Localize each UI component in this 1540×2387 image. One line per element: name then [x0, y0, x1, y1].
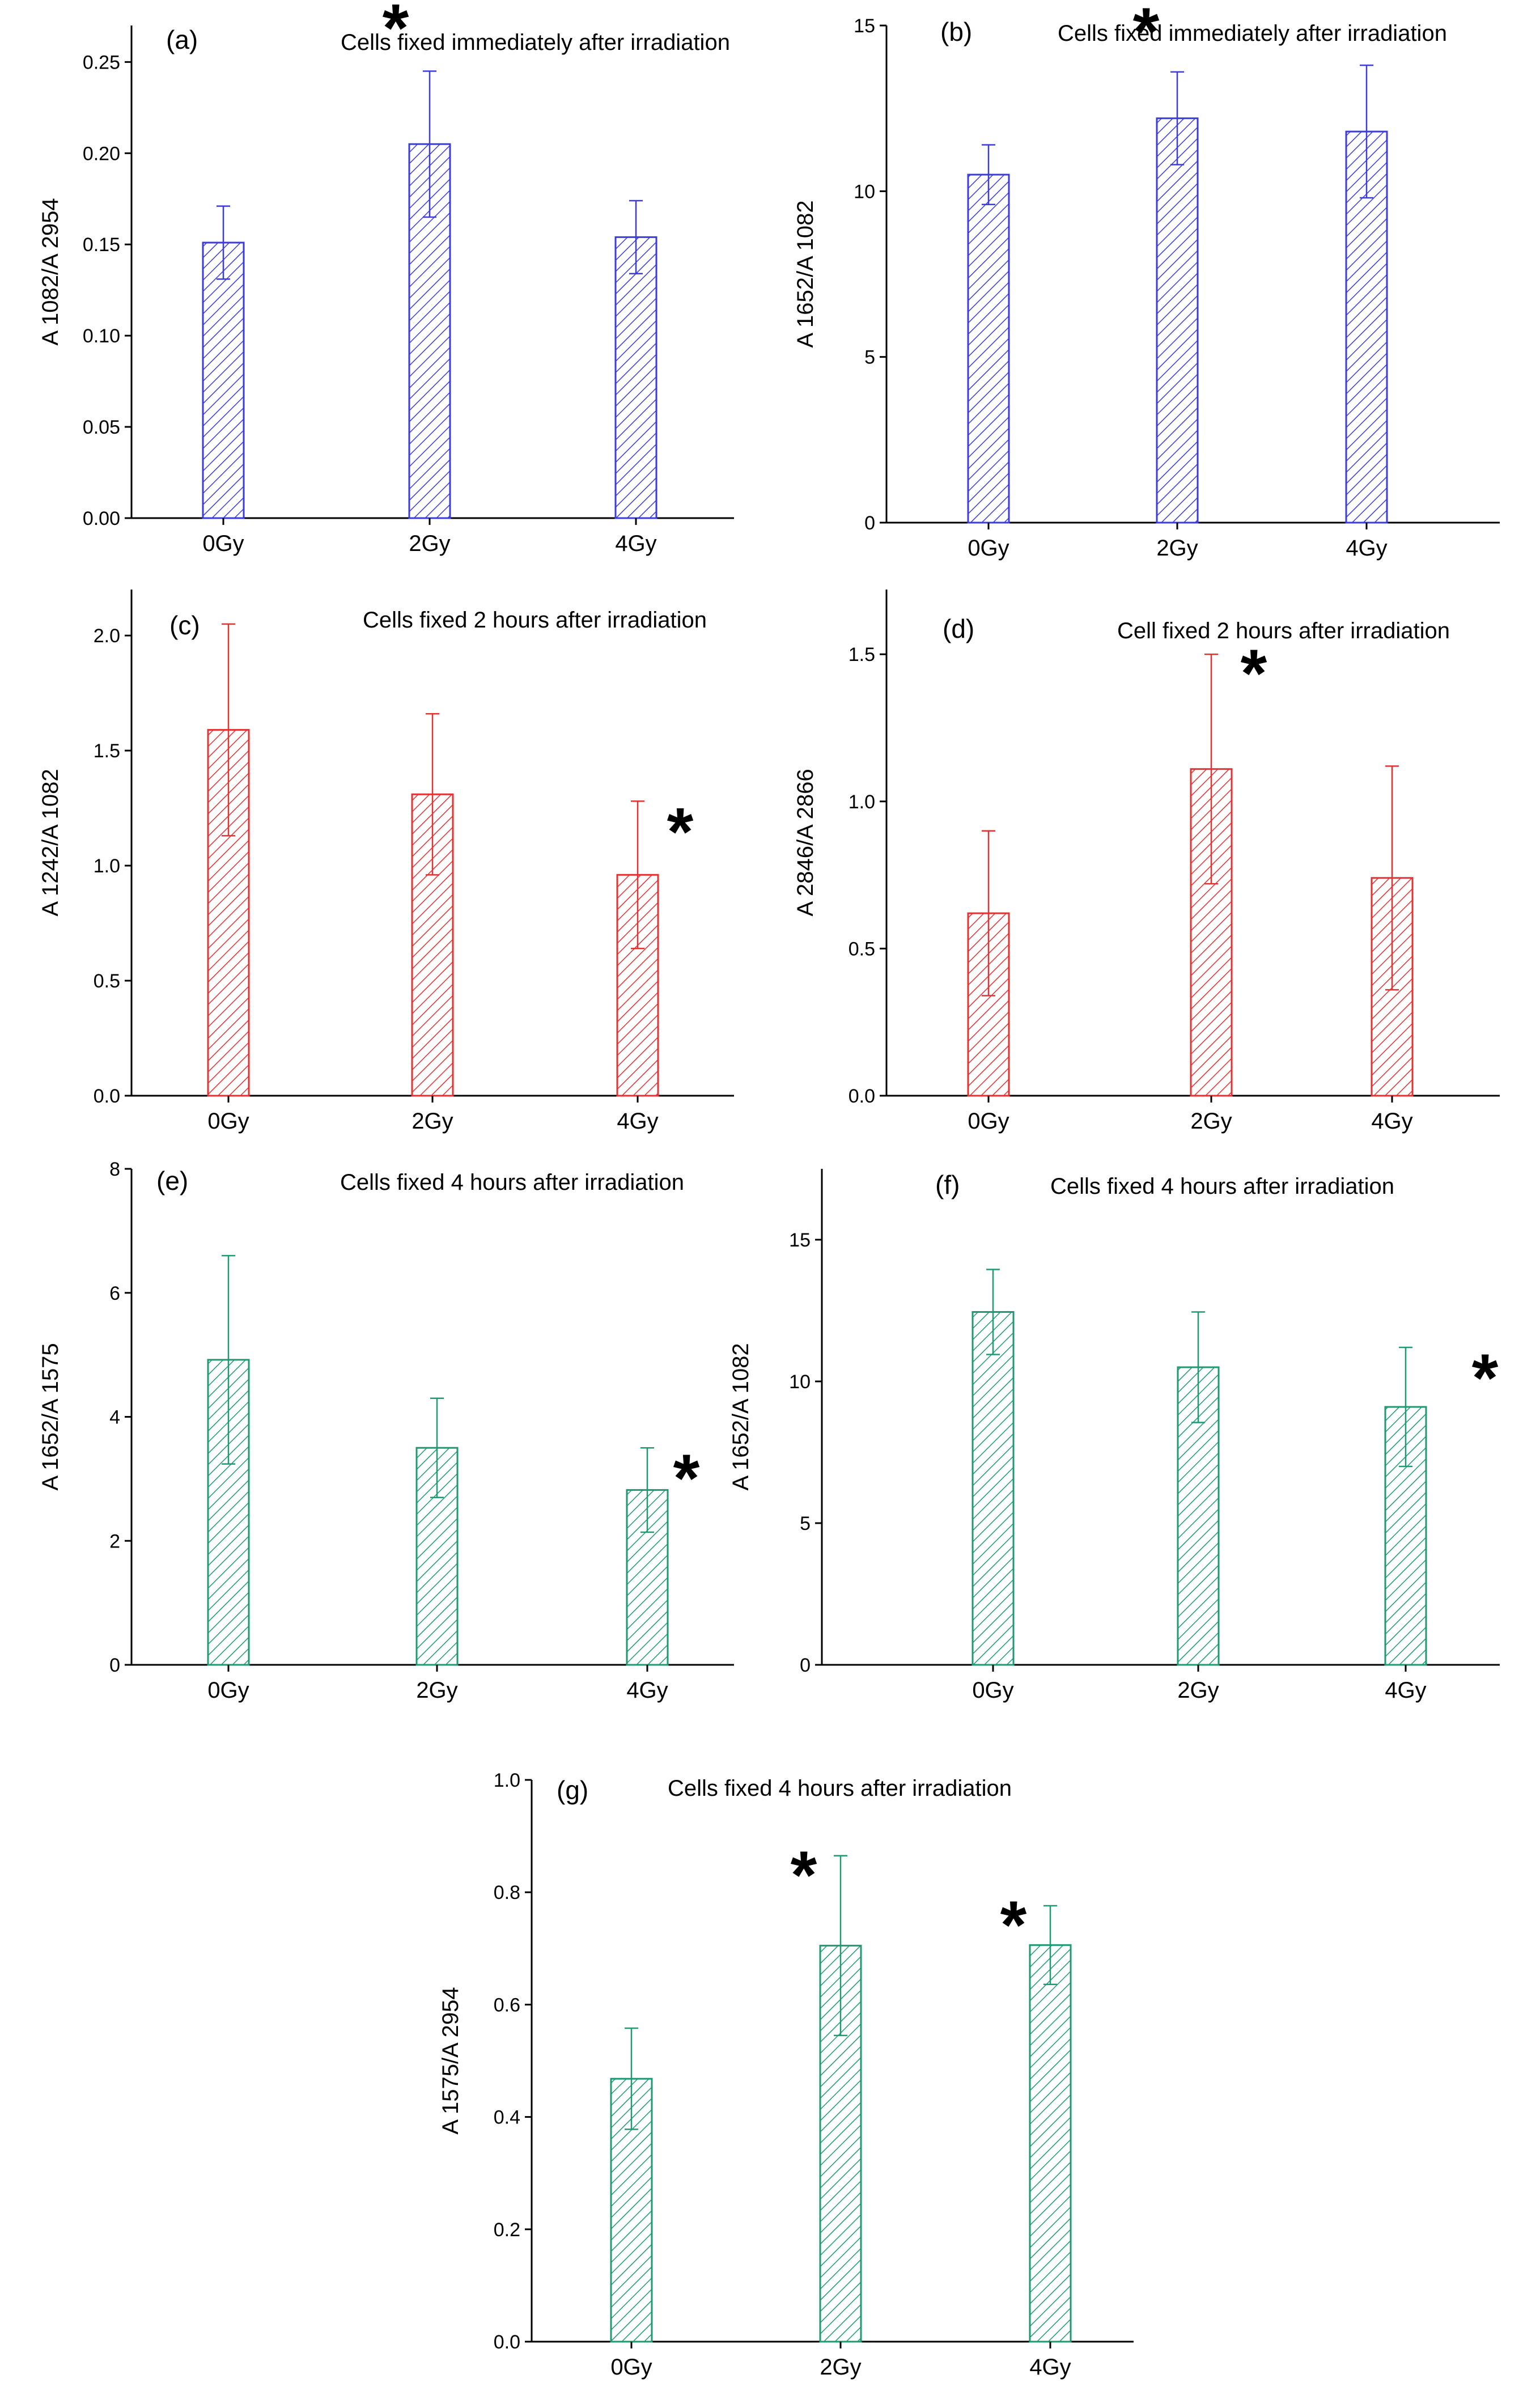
y-tick-label: 0.05	[83, 417, 120, 438]
chart-panel: 0 5 10 15 0Gy 2Gy 4Gy * (f) Cells fixed 4 hours a…	[728, 1169, 1500, 1703]
y-tick-label: 0.20	[83, 143, 120, 164]
y-tick-label: 15	[789, 1229, 811, 1251]
chart-title: Cells fixed 4 hours after irradiation	[1050, 1174, 1394, 1199]
y-tick-label: 0.5	[94, 970, 120, 992]
chart-panel: 0 2 4 6 8 0Gy 2Gy 4Gy * (e) Cells fixed 4 hours af…	[38, 1159, 734, 1703]
x-category-label: 4Gy	[617, 1109, 658, 1134]
y-axis-label: A 1242/A 1082	[38, 769, 63, 916]
y-tick-label: 8	[109, 1159, 120, 1180]
y-tick-label: 0.2	[494, 2219, 520, 2241]
chart-title: Cells fixed immediately after irradiatio…	[1058, 21, 1447, 46]
x-category-label: 2Gy	[1156, 536, 1198, 561]
x-category-label: 2Gy	[416, 1678, 457, 1703]
y-tick-label: 1.0	[849, 791, 875, 813]
y-tick-label: 0.6	[494, 1994, 520, 2016]
chart-panel: 0.0 0.2 0.4 0.6 0.8 1.0 0Gy 2Gy * 4Gy * (g) Cells fi…	[438, 1770, 1134, 2380]
bar	[1029, 1944, 1072, 2343]
x-category-label: 2Gy	[411, 1109, 453, 1134]
panel-letter: (a)	[166, 25, 198, 54]
significance-star: *	[673, 1440, 700, 1516]
y-tick-label: 0	[109, 1655, 120, 1676]
x-category-label: 0Gy	[207, 1678, 249, 1703]
significance-star: *	[1472, 1340, 1499, 1416]
y-tick-label: 0	[800, 1655, 811, 1676]
y-tick-label: 0.00	[83, 508, 120, 529]
y-tick-label: 2.0	[94, 625, 120, 647]
x-category-label: 2Gy	[409, 531, 450, 556]
x-category-label: 0Gy	[968, 1109, 1009, 1134]
y-tick-label: 5	[800, 1513, 811, 1534]
chart-panel: 0.0 0.5 1.0 1.5 0Gy 2Gy * 4Gy (d) Cell fixed 2 ho…	[793, 590, 1500, 1134]
chart-panel: 0.0 0.5 1.0 1.5 2.0 0Gy 2Gy 4Gy * (c) Cells fixed …	[38, 590, 734, 1134]
y-tick-label: 0.0	[494, 2331, 520, 2353]
panel-letter: (c)	[169, 610, 200, 640]
y-axis-label: A 1575/A 2954	[438, 1987, 463, 2134]
bar	[967, 173, 1010, 524]
panel-letter: (b)	[940, 17, 972, 46]
y-tick-label: 0.10	[83, 325, 120, 347]
y-tick-label: 0.0	[94, 1086, 120, 1107]
y-tick-label: 1.5	[849, 644, 875, 665]
significance-star: *	[383, 0, 409, 66]
x-category-label: 4Gy	[1346, 536, 1387, 561]
y-tick-label: 15	[854, 15, 875, 37]
y-axis-label: A 1652/A 1082	[793, 200, 818, 347]
chart-title: Cells fixed 4 hours after irradiation	[668, 1776, 1012, 1801]
panel-letter: (e)	[156, 1166, 188, 1195]
y-tick-label: 0.8	[494, 1882, 520, 1903]
x-category-label: 4Gy	[1371, 1109, 1412, 1134]
panel-letter: (f)	[935, 1170, 960, 1199]
significance-star: *	[1000, 1887, 1027, 1963]
panel-letter: (d)	[943, 614, 974, 643]
significance-star: *	[1241, 635, 1267, 711]
y-tick-label: 0.4	[494, 2107, 520, 2129]
y-axis-label: A 1652/A 1575	[38, 1343, 63, 1490]
bar	[202, 241, 245, 519]
panel-letter: (g)	[557, 1775, 588, 1805]
y-tick-label: 10	[854, 181, 875, 202]
y-tick-label: 0.0	[849, 1086, 875, 1107]
x-category-label: 4Gy	[626, 1678, 668, 1703]
y-tick-label: 0	[864, 512, 875, 534]
bar	[1156, 117, 1199, 524]
significance-star: *	[1133, 0, 1160, 70]
x-category-label: 0Gy	[207, 1109, 249, 1134]
y-tick-label: 1.0	[94, 855, 120, 877]
x-category-label: 4Gy	[1029, 2355, 1071, 2380]
y-tick-label: 5	[864, 347, 875, 368]
x-category-label: 0Gy	[202, 531, 244, 556]
y-axis-label: A 2846/A 2866	[793, 769, 818, 916]
x-category-label: 0Gy	[610, 2355, 652, 2380]
y-axis-label: A 1082/A 2954	[38, 198, 63, 345]
x-category-label: 0Gy	[968, 536, 1009, 561]
x-category-label: 0Gy	[972, 1678, 1013, 1703]
chart-title: Cells fixed 2 hours after irradiation	[363, 608, 707, 633]
chart-title: Cells fixed 4 hours after irradiation	[340, 1170, 684, 1195]
chart-panel: 0.00 0.05 0.10 0.15 0.20 0.25 0Gy 2Gy * 4Gy (a) Cel…	[38, 0, 734, 556]
y-tick-label: 4	[109, 1407, 120, 1428]
bar	[614, 236, 657, 519]
x-category-label: 2Gy	[1190, 1109, 1232, 1134]
y-tick-label: 0.15	[83, 234, 120, 256]
chart-title: Cells fixed immediately after irradiatio…	[341, 30, 730, 55]
x-category-label: 4Gy	[615, 531, 656, 556]
chart-title: Cell fixed 2 hours after irradiation	[1117, 618, 1450, 643]
chart-panel: 0 5 10 15 0Gy 2Gy * 4Gy (b) Cells fixed immediate…	[793, 0, 1500, 561]
x-category-label: 2Gy	[1177, 1678, 1219, 1703]
significance-star: *	[791, 1837, 817, 1913]
bar	[971, 1311, 1015, 1666]
y-tick-label: 0.5	[849, 938, 875, 960]
x-category-label: 2Gy	[820, 2355, 861, 2380]
y-tick-label: 10	[789, 1371, 811, 1393]
x-category-label: 4Gy	[1385, 1678, 1426, 1703]
y-tick-label: 0.25	[83, 52, 120, 73]
y-tick-label: 2	[109, 1530, 120, 1552]
y-axis-label: A 1652/A 1082	[728, 1343, 753, 1490]
y-tick-label: 1.0	[494, 1770, 520, 1791]
y-tick-label: 6	[109, 1283, 120, 1304]
significance-star: *	[667, 794, 694, 870]
y-tick-label: 1.5	[94, 740, 120, 762]
